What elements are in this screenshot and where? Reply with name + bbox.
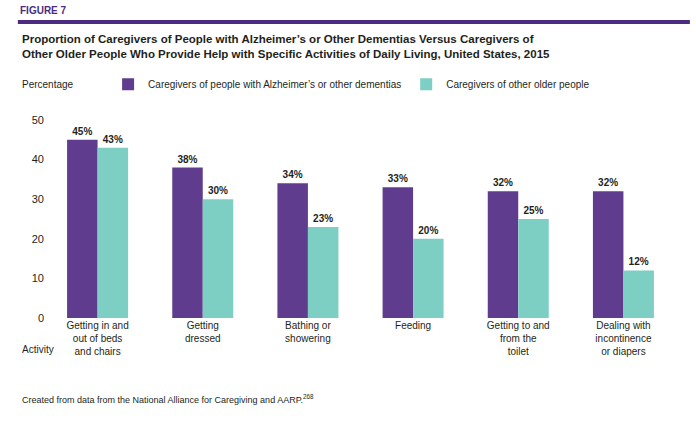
svg-text:30%: 30% [208,185,228,196]
svg-text:45%: 45% [72,126,92,137]
svg-text:Percentage: Percentage [22,79,74,90]
svg-text:32%: 32% [493,177,513,188]
svg-text:Gettingdressed: Gettingdressed [185,320,221,344]
svg-text:20%: 20% [418,225,438,236]
svg-text:Created from data from the Nat: Created from data from the National Alli… [22,393,314,405]
svg-text:Activity: Activity [22,344,54,355]
svg-text:50: 50 [32,114,44,126]
svg-text:Feeding: Feeding [395,320,431,331]
svg-text:20: 20 [32,233,44,245]
svg-text:Caregivers of people with Alzh: Caregivers of people with Alzheimer’s or… [148,79,401,90]
svg-text:40: 40 [32,153,44,165]
svg-text:30: 30 [32,193,44,205]
svg-text:34%: 34% [283,169,303,180]
svg-text:33%: 33% [388,173,408,184]
svg-text:Bathing orshowering: Bathing orshowering [285,320,331,344]
svg-text:Getting to andfrom thetoilet: Getting to andfrom thetoilet [487,320,550,357]
svg-text:32%: 32% [598,177,618,188]
svg-text:Dealing withincontinenceor dia: Dealing withincontinenceor diapers [595,320,652,357]
svg-text:Caregivers of other older peop: Caregivers of other older people [446,79,589,90]
svg-text:FIGURE 7: FIGURE 7 [20,5,67,16]
svg-text:Proportion of Caregivers of Pe: Proportion of Caregivers of People with … [22,33,550,60]
svg-text:12%: 12% [629,256,649,267]
svg-text:38%: 38% [177,154,197,165]
svg-text:Getting in andout of bedsand c: Getting in andout of bedsand chairs [66,320,128,357]
svg-text:43%: 43% [103,134,123,145]
svg-text:23%: 23% [313,213,333,224]
svg-text:25%: 25% [523,205,543,216]
svg-text:10: 10 [32,272,44,284]
svg-text:0: 0 [38,312,44,324]
